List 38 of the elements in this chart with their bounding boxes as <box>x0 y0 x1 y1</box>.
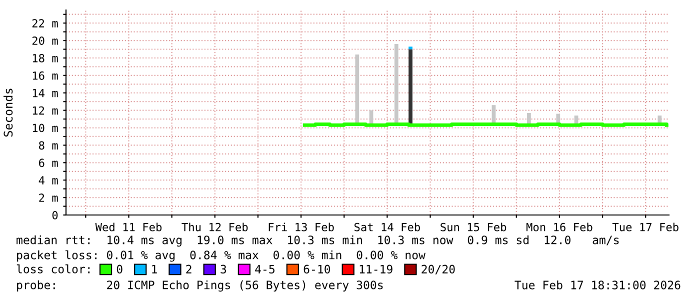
legend-label: 20/20 <box>422 264 455 274</box>
legend-label: 4-5 <box>255 264 274 274</box>
y-tick-label: 22 m <box>32 19 58 28</box>
y-tick-label: 2 m <box>39 194 58 202</box>
y-axis-title: Seconds <box>4 88 13 137</box>
y-tick-label: 14 m <box>32 89 58 98</box>
y-tick-label: 12 m <box>32 106 58 115</box>
y-tick-label: 4 m <box>38 176 58 184</box>
x-tick-label: Fri 13 Feb <box>268 222 334 232</box>
text: packet loss: 0.01 % avg 0.84 % max 0.00 % min 0.00 % now <box>17 250 426 262</box>
bar <box>408 46 412 50</box>
legend-title: loss color: <box>16 264 90 274</box>
y-tick-label: 18 m <box>32 54 58 62</box>
y-tick-label: 10 m <box>32 124 58 132</box>
x-tick-label: Wed 11 Feb <box>95 222 162 232</box>
x-tick-label: Sat 14 Feb <box>354 222 420 232</box>
legend-label: 0 <box>116 264 122 274</box>
legend-label: 2 <box>186 264 192 274</box>
x-tick-label: Mon 16 Feb <box>526 222 592 232</box>
legend-label: 1 <box>152 264 157 274</box>
bar <box>408 49 412 124</box>
y-tick-label: 0 <box>52 211 58 220</box>
y-tick-label: 8 m <box>39 141 58 150</box>
legend-label: 6-10 <box>304 264 330 274</box>
bar <box>355 54 360 124</box>
y-tick-label: 6 m <box>39 158 58 168</box>
text: probe: 20 ICMP Echo Pings (56 Bytes) every 300s <box>17 280 383 292</box>
legend-label: 3 <box>220 264 226 274</box>
x-tick-label: Sun 15 Feb <box>440 222 506 232</box>
bar <box>527 112 531 124</box>
y-tick-label: 20 m <box>32 36 58 45</box>
x-tick-label: Thu 12 Feb <box>182 222 248 232</box>
text: median rtt: 10.4 ms avg 19.0 ms max 10.3 ms min 10.3 ms now 0.9 ms sd 12.0 am/s <box>16 235 619 247</box>
text: Tue Feb 17 18:31:00 2026 <box>514 280 680 290</box>
x-tick-label: Tue 17 Feb <box>612 222 678 232</box>
bar <box>394 44 398 124</box>
legend-label: 11-19 <box>360 264 392 274</box>
y-tick-label: 16 m <box>32 71 58 80</box>
